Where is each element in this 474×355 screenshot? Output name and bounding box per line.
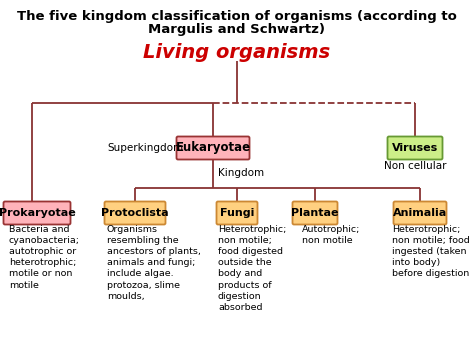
FancyBboxPatch shape (388, 137, 443, 159)
Text: Eukaryotae: Eukaryotae (175, 142, 251, 154)
FancyBboxPatch shape (393, 202, 447, 224)
Text: Living organisms: Living organisms (143, 43, 331, 61)
Text: Animalia: Animalia (393, 208, 447, 218)
FancyBboxPatch shape (217, 202, 257, 224)
Text: Plantae: Plantae (291, 208, 339, 218)
Text: Superkingdom: Superkingdom (107, 143, 183, 153)
FancyBboxPatch shape (104, 202, 165, 224)
FancyBboxPatch shape (3, 202, 71, 224)
Text: Non cellular: Non cellular (384, 161, 446, 171)
Text: Kingdom: Kingdom (218, 169, 264, 179)
Text: Bacteria and
cyanobacteria;
autotrophic or
heterotrophic;
motile or non
motile: Bacteria and cyanobacteria; autotrophic … (9, 225, 80, 289)
Text: Fungi: Fungi (220, 208, 254, 218)
Text: Heterotrophic;
non motile;
food digested
outside the
body and
products of
digest: Heterotrophic; non motile; food digested… (218, 225, 286, 312)
Text: Prokaryotae: Prokaryotae (0, 208, 75, 218)
Text: Viruses: Viruses (392, 143, 438, 153)
Text: Margulis and Schwartz): Margulis and Schwartz) (148, 23, 326, 36)
FancyBboxPatch shape (292, 202, 337, 224)
Text: The five kingdom classification of organisms (according to: The five kingdom classification of organ… (17, 10, 457, 23)
Text: Protoclista: Protoclista (101, 208, 169, 218)
FancyBboxPatch shape (176, 137, 249, 159)
Text: Autotrophic;
non motile: Autotrophic; non motile (302, 225, 360, 245)
Text: Heterotrophic;
non motile; food
ingested (taken
into body)
before digestion: Heterotrophic; non motile; food ingested… (392, 225, 470, 278)
Text: Organisms
resembling the
ancestors of plants,
animals and fungi;
include algae.
: Organisms resembling the ancestors of pl… (107, 225, 201, 301)
